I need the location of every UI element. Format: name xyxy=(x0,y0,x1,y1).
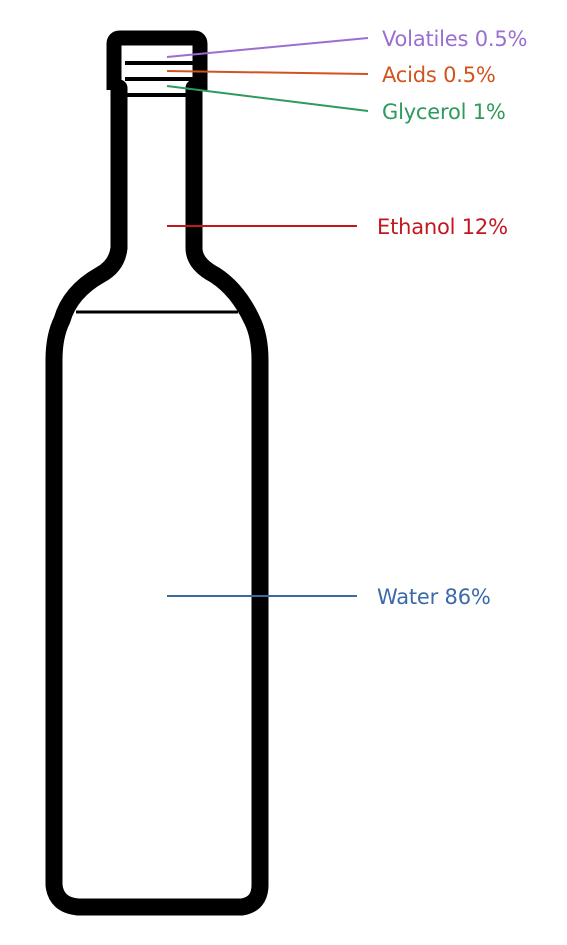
label-glycerol: Glycerol 1% xyxy=(382,100,506,124)
label-volatiles: Volatiles 0.5% xyxy=(382,27,528,51)
label-acids: Acids 0.5% xyxy=(382,63,496,87)
leader-line-acids xyxy=(166,70,369,75)
leader-line-volatiles xyxy=(166,37,369,58)
bottle-outline xyxy=(45,79,269,916)
bottle-cap xyxy=(106,30,208,90)
label-ethanol: Ethanol 12% xyxy=(377,215,508,239)
label-water: Water 86% xyxy=(377,585,491,609)
leader-line-glycerol xyxy=(166,85,369,112)
